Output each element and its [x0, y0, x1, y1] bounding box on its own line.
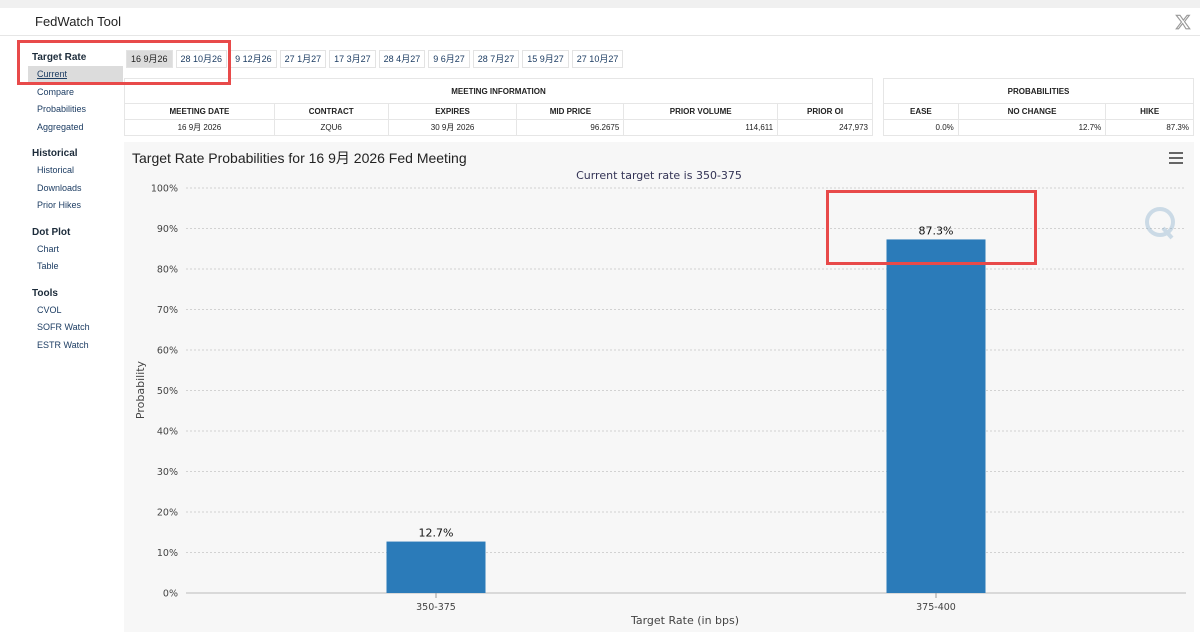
x-tick-label: 350-375 [416, 602, 456, 613]
x-tick-label: 375-400 [916, 602, 956, 613]
sidebar-item-probabilities[interactable]: Probabilities [37, 104, 87, 114]
bar-375-400[interactable] [886, 239, 986, 593]
column-header: MEETING DATE [124, 103, 275, 120]
sidebar-group-dot-plot: Dot Plot Chart Table [28, 227, 123, 276]
column-header: HIKE [1105, 103, 1194, 120]
sidebar-nav: Target Rate Current Compare Probabilitie… [28, 48, 123, 366]
table-cell: 114,611 [623, 119, 779, 136]
x-logo-icon[interactable] [1174, 13, 1192, 31]
table-cell: 12.7% [957, 119, 1107, 136]
probability-bar-chart: 0% 10% 20% 30% 40% 50% 60% 70% 80% 90% 100% 12.7% 8… [134, 184, 1186, 627]
chart-y-ticks: 0% 10% 20% 30% 40% 50% 60% 70% 80% 90% 100% [151, 184, 178, 600]
title-bar: FedWatch Tool [0, 8, 1200, 36]
tab-meeting[interactable]: 9 6月27 [428, 50, 470, 68]
meeting-information-table: MEETING INFORMATION MEETING DATE CONTRAC… [124, 78, 873, 136]
sidebar-heading: Historical [32, 148, 78, 159]
sidebar-item-chart[interactable]: Chart [37, 243, 60, 254]
table-cell: 30 9月 2026 [387, 119, 518, 136]
highlight-box-tabs [17, 40, 231, 85]
table-cell: 247,973 [777, 119, 873, 136]
sidebar-item-current[interactable]: Current [28, 66, 123, 84]
bar-data-label: 87.3% [919, 224, 954, 237]
table-header-row: MEETING DATE CONTRACT EXPIRES MID PRICE … [124, 103, 873, 120]
y-tick-label: 50% [157, 386, 178, 397]
sidebar-item-table[interactable]: Table [37, 261, 59, 271]
table-cell: 87.3% [1105, 119, 1194, 136]
tab-meeting[interactable]: 15 9月27 [522, 50, 569, 68]
tab-meeting[interactable]: 9 12月26 [230, 50, 277, 68]
sidebar-item-sofr-watch[interactable]: SOFR Watch [37, 322, 90, 332]
chart-y-axis-label: Probability [134, 360, 147, 419]
tab-meeting[interactable]: 16 9月26 [126, 50, 173, 68]
tab-meeting[interactable]: 28 7月27 [472, 50, 520, 68]
table-header-row: EASE NO CHANGE HIKE [883, 103, 1194, 120]
sidebar-item-compare[interactable]: Compare [37, 86, 75, 97]
sidebar-item-estr-watch[interactable]: ESTR Watch [37, 339, 89, 350]
sidebar-item-downloads[interactable]: Downloads [37, 182, 82, 193]
y-tick-label: 20% [157, 508, 178, 519]
tab-meeting[interactable]: 28 4月27 [378, 50, 426, 68]
y-tick-label: 0% [163, 589, 178, 600]
sidebar-group-historical: Historical Historical Downloads Prior Hi… [28, 148, 123, 215]
column-header: CONTRACT [273, 103, 389, 120]
sidebar-item-historical[interactable]: Historical [37, 165, 75, 175]
column-header: EXPIRES [387, 103, 518, 120]
sidebar-item-cvol[interactable]: CVOL [37, 304, 62, 315]
chart-subtitle: Current target rate is 350-375 [576, 169, 742, 182]
y-tick-label: 100% [151, 184, 178, 195]
table-group-title: MEETING INFORMATION [124, 78, 873, 104]
y-tick-label: 60% [157, 346, 178, 357]
table-row: 0.0% 12.7% 87.3% [883, 119, 1194, 136]
app-title: FedWatch Tool [35, 14, 121, 29]
chart-gridlines [186, 187, 1186, 594]
y-tick-label: 30% [157, 467, 178, 478]
column-header: NO CHANGE [957, 103, 1107, 120]
sidebar-heading: Dot Plot [32, 226, 71, 238]
sidebar-item-aggregated[interactable]: Aggregated [37, 121, 84, 132]
sidebar-heading: Tools [32, 287, 58, 299]
sidebar-group-tools: Tools CVOL SOFR Watch ESTR Watch [28, 288, 123, 355]
column-header: MID PRICE [516, 103, 625, 120]
chart-x-axis-label: Target Rate (in bps) [630, 614, 739, 627]
top-strip [0, 0, 1200, 8]
sidebar-item-prior-hikes[interactable]: Prior Hikes [37, 200, 82, 210]
tab-meeting[interactable]: 27 10月27 [571, 50, 624, 68]
sidebar-heading: Target Rate [32, 52, 87, 63]
y-tick-label: 10% [157, 548, 178, 559]
meeting-tabs: 16 9月26 28 10月26 9 12月26 27 1月27 17 3月27… [126, 50, 624, 68]
tab-meeting[interactable]: 27 1月27 [279, 50, 327, 68]
bar-data-label: 12.7% [419, 527, 454, 540]
table-cell: 16 9月 2026 [124, 119, 275, 136]
highlight-box-hike-bar [826, 190, 1037, 265]
chart-panel: 0% 10% 20% 30% 40% 50% 60% 70% 80% 90% 100% 12.7% 8… [124, 142, 1194, 632]
bar-350-375[interactable] [386, 541, 486, 593]
chart-bars: 12.7% 87.3% [386, 224, 986, 593]
hamburger-menu-icon[interactable] [1169, 152, 1183, 164]
tab-meeting[interactable]: 17 3月27 [329, 50, 376, 68]
y-tick-label: 40% [157, 427, 178, 438]
probabilities-table: PROBABILITIES EASE NO CHANGE HIKE 0.0% 1… [883, 78, 1194, 136]
sidebar-group-target-rate: Target Rate Current Compare Probabilitie… [28, 52, 123, 136]
chart-x-ticks: 350-375 375-400 [416, 593, 956, 613]
table-cell: ZQU6 [273, 119, 389, 136]
column-header: PRIOR VOLUME [623, 103, 779, 120]
y-tick-label: 80% [157, 265, 178, 276]
chart-title: Target Rate Probabilities for 16 9月 2026… [132, 150, 467, 166]
table-cell: 0.0% [883, 119, 959, 136]
column-header: EASE [883, 103, 959, 120]
table-row: 16 9月 2026 ZQU6 30 9月 2026 96.2675 114,6… [124, 119, 873, 136]
y-tick-label: 90% [157, 224, 178, 235]
column-header: PRIOR OI [777, 103, 873, 120]
table-cell: 96.2675 [516, 119, 625, 136]
table-group-title: PROBABILITIES [883, 78, 1194, 104]
y-tick-label: 70% [157, 305, 178, 316]
q-watermark-icon [1145, 207, 1175, 240]
tab-meeting[interactable]: 28 10月26 [175, 50, 228, 68]
